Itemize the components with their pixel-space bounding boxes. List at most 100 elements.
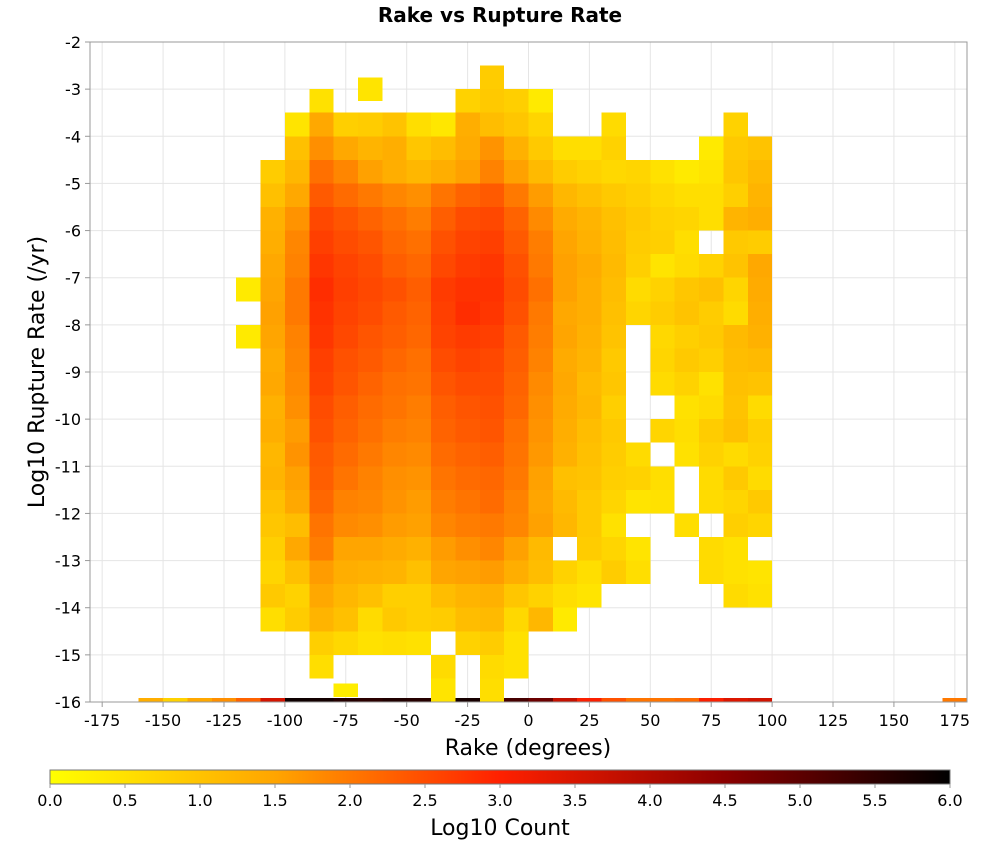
heatmap-cell	[674, 254, 700, 278]
heatmap-cell	[309, 254, 334, 278]
heatmap-cell	[552, 513, 578, 537]
heatmap-cell	[601, 112, 626, 137]
heatmap-cell	[382, 254, 407, 278]
heatmap-cell	[747, 584, 773, 608]
heatmap-cell	[601, 230, 626, 255]
heatmap-cell	[260, 230, 285, 255]
x-tick-label: 100	[757, 711, 788, 730]
heatmap-cell	[333, 277, 358, 302]
heatmap-cell	[552, 442, 578, 467]
heatmap-cell	[601, 277, 626, 302]
heatmap-cell	[601, 301, 626, 325]
heatmap-cell	[747, 513, 773, 537]
heatmap-cell	[479, 207, 505, 231]
heatmap-cell	[455, 537, 480, 561]
heatmap-cell	[504, 489, 529, 514]
heatmap-cell	[699, 419, 724, 443]
heatmap-cell	[260, 183, 285, 207]
heatmap-cell	[382, 112, 407, 137]
heatmap-cell	[552, 395, 578, 420]
heatmap-cell	[747, 159, 773, 184]
heatmap-cell	[723, 395, 748, 420]
heatmap-cell	[309, 560, 334, 585]
colorbar: 0.0 0.5 1.0 1.5 2.0 2.5 3.0 3.5 4.0 4.5 5.0 5.5 6.0 …	[37, 769, 963, 841]
heatmap-cell	[504, 513, 529, 537]
heatmap-cell	[333, 372, 358, 396]
heatmap-cell	[284, 513, 310, 537]
heatmap-cell	[309, 395, 334, 420]
heatmap-cell	[601, 466, 626, 490]
y-tick-label: -14	[55, 599, 81, 618]
heatmap-cell	[284, 560, 310, 585]
heatmap-cell	[406, 348, 432, 372]
heatmap-cell	[504, 230, 529, 255]
heatmap-cell	[357, 513, 383, 537]
heatmap-cell	[455, 372, 480, 396]
heatmap-cell	[455, 513, 480, 537]
heatmap-cell	[431, 560, 456, 585]
heatmap-cell	[357, 77, 383, 101]
heatmap-cell	[479, 254, 505, 278]
heatmap-cell	[552, 560, 578, 585]
heatmap-cell	[284, 489, 310, 514]
heatmap-cell	[284, 697, 310, 702]
heatmap-cell	[357, 207, 383, 231]
heatmap-cell	[747, 301, 773, 325]
heatmap-cell	[382, 136, 407, 160]
heatmap-cell	[260, 419, 285, 443]
heatmap-cell	[601, 537, 626, 561]
heatmap-cell	[699, 254, 724, 278]
heatmap-cell	[431, 348, 456, 372]
heatmap-cell	[284, 136, 310, 160]
heatmap-cell	[577, 136, 602, 160]
heatmap-cell	[260, 277, 285, 302]
x-tick-label: 125	[818, 711, 849, 730]
heatmap-cell	[528, 183, 553, 207]
colorbar-label: Log10 Count	[430, 816, 570, 841]
heatmap-cell	[528, 254, 553, 278]
heatmap-cell	[284, 301, 310, 325]
heatmap-cell	[625, 230, 651, 255]
heatmap-cell	[723, 442, 748, 467]
y-tick-label: -11	[55, 457, 81, 476]
heatmap-cell	[309, 631, 334, 655]
heatmap-cell	[431, 136, 456, 160]
heatmap-cell	[382, 560, 407, 585]
heatmap-cell	[747, 489, 773, 514]
heatmap-cell	[479, 678, 505, 702]
heatmap-cell	[284, 419, 310, 443]
heatmap-cell	[723, 254, 748, 278]
heatmap-cell	[674, 277, 700, 302]
heatmap-cell	[577, 697, 602, 702]
heatmap-cell	[504, 372, 529, 396]
heatmap-cell	[382, 631, 407, 655]
heatmap-cell	[309, 348, 334, 372]
heatmap-cell	[747, 560, 773, 585]
heatmap-cell	[625, 207, 651, 231]
heatmap-cell	[284, 584, 310, 608]
heatmap-cell	[406, 183, 432, 207]
heatmap-cell	[650, 489, 675, 514]
heatmap-cell	[455, 324, 480, 349]
heatmap-cell	[699, 466, 724, 490]
heatmap-cell	[699, 277, 724, 302]
heatmap-cell	[260, 442, 285, 467]
heatmap-cell	[723, 466, 748, 490]
x-tick-label: 75	[701, 711, 721, 730]
heatmap-cell	[674, 513, 700, 537]
heatmap-cell	[552, 136, 578, 160]
heatmap-cell	[699, 183, 724, 207]
y-tick-label: -15	[55, 646, 81, 665]
heatmap-cell	[723, 183, 748, 207]
heatmap-cell	[625, 466, 651, 490]
heatmap-cell	[674, 442, 700, 467]
heatmap-cell	[309, 419, 334, 443]
heatmap-cell	[504, 584, 529, 608]
heatmap-cell	[747, 324, 773, 349]
colorbar-tick-label: 2.0	[337, 791, 362, 810]
heatmap-cell	[455, 277, 480, 302]
heatmap-cell	[577, 159, 602, 184]
heatmap-cell	[650, 348, 675, 372]
heatmap-cell	[504, 654, 529, 679]
